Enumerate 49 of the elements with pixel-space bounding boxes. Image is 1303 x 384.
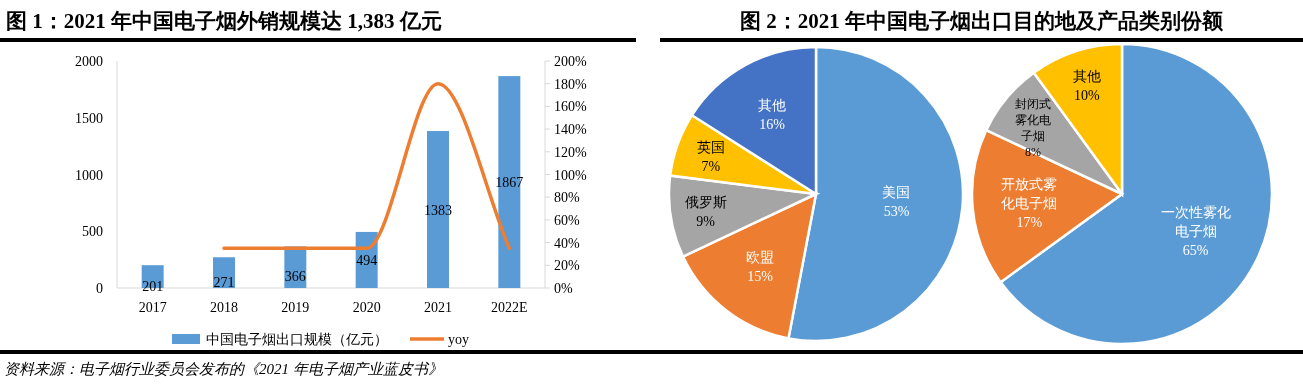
bar bbox=[498, 76, 521, 288]
y2-tick-label: 0% bbox=[554, 281, 573, 296]
y2-tick-label: 120% bbox=[554, 144, 587, 160]
y2-tick-label: 180% bbox=[554, 76, 587, 92]
data-label: 8% bbox=[1025, 145, 1042, 160]
chart-title: 图 2：2021 年中国电子烟出口目的地及产品类别份额 bbox=[740, 9, 1224, 33]
slice-label: 其他 bbox=[758, 97, 787, 113]
data-label: 10% bbox=[1073, 88, 1100, 104]
y2-tick-label: 200% bbox=[554, 54, 587, 69]
x-tick-label: 2018 bbox=[210, 300, 238, 315]
slice-label: 英国 bbox=[696, 139, 725, 155]
y2-tick-label: 20% bbox=[554, 258, 580, 274]
slice-label: 美国 bbox=[882, 185, 911, 201]
slice-label: 俄罗斯 bbox=[684, 194, 727, 210]
y-tick-label: 1500 bbox=[75, 110, 103, 126]
y-tick-label: 0 bbox=[96, 281, 103, 296]
y-tick-label: 1000 bbox=[75, 167, 103, 183]
data-label: 15% bbox=[747, 268, 774, 284]
data-label: 17% bbox=[1016, 214, 1043, 230]
data-label: 494 bbox=[356, 252, 378, 268]
data-label: 7% bbox=[701, 158, 721, 174]
x-tick-label: 2020 bbox=[352, 300, 381, 315]
slice-label: 封闭式雾化电子烟 bbox=[1015, 97, 1052, 144]
y2-tick-label: 80% bbox=[554, 190, 580, 206]
data-label: 65% bbox=[1182, 243, 1209, 259]
slice-label: 其他 bbox=[1072, 69, 1101, 85]
y2-tick-label: 140% bbox=[554, 122, 587, 138]
x-tick-label: 2022E bbox=[491, 300, 528, 315]
slice-label: 欧盟 bbox=[746, 249, 775, 265]
data-label: 271 bbox=[213, 274, 235, 290]
data-label: 9% bbox=[696, 213, 716, 229]
y2-tick-label: 160% bbox=[554, 99, 587, 115]
y-tick-label: 2000 bbox=[75, 54, 103, 69]
y2-tick-label: 40% bbox=[554, 235, 580, 251]
legend-label: 中国电子烟出口规模（亿元） bbox=[206, 332, 388, 347]
x-tick-label: 2017 bbox=[138, 300, 167, 315]
y2-tick-label: 60% bbox=[554, 212, 580, 228]
data-label: 16% bbox=[759, 116, 786, 132]
legend-label: yoy bbox=[448, 332, 469, 347]
slice-label: 一次性雾化电子烟 bbox=[1160, 205, 1231, 240]
data-label: 53% bbox=[883, 204, 910, 220]
slice-label: 开放式雾化电子烟 bbox=[1001, 176, 1058, 211]
y-tick-label: 500 bbox=[82, 224, 103, 240]
chart-title: 图 1：2021 年中国电子烟外销规模达 1,383 亿元 bbox=[6, 9, 442, 33]
x-tick-label: 2019 bbox=[281, 300, 310, 315]
y2-tick-label: 100% bbox=[554, 167, 587, 183]
data-label: 366 bbox=[284, 269, 306, 285]
text: 资料来源：电子烟行业委员会发布的《2021 年电子烟产业蓝皮书》 bbox=[4, 361, 443, 377]
x-tick-label: 2021 bbox=[424, 300, 452, 315]
